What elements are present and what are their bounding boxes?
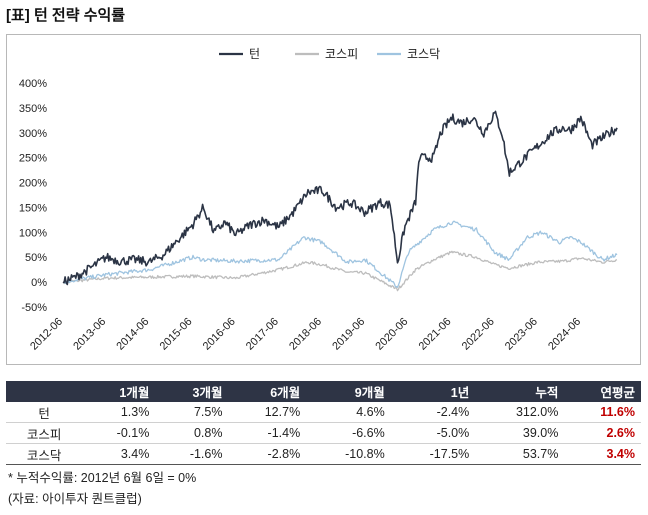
table-cell-annual: 2.6% — [564, 422, 641, 444]
table-row: 코스피 -0.1% 0.8% -1.4% -6.6% -5.0% 39.0% 2… — [6, 422, 641, 444]
x-tick-label: 2012-06 — [28, 316, 65, 353]
row-label: 코스피 — [6, 422, 83, 444]
table-cell: 12.7% — [228, 402, 307, 423]
legend-label: 턴 — [249, 47, 260, 61]
header-cell: 1년 — [390, 381, 476, 402]
table-cell: -1.6% — [155, 443, 229, 465]
table-header-row: 1개월 3개월 6개월 9개월 1년 누적 연평균 — [6, 381, 641, 402]
table-cell: 312.0% — [475, 402, 565, 423]
table-cell: -5.0% — [390, 422, 476, 444]
table-cell: 53.7% — [475, 443, 565, 465]
header-cell: 9개월 — [306, 381, 391, 402]
table-cell-annual: 11.6% — [564, 402, 641, 423]
row-label: 코스닥 — [6, 443, 83, 465]
x-tick-label: 2023-06 — [503, 316, 540, 353]
y-tick-label: 400% — [19, 78, 47, 90]
table-cell: -10.8% — [306, 443, 391, 465]
table-cell-annual: 3.4% — [564, 443, 641, 465]
header-cell: 연평균 — [564, 381, 641, 402]
series-line — [62, 110, 618, 286]
y-tick-label: 200% — [19, 178, 47, 190]
source-note: (자료: 아이투자 퀀트클럽) — [8, 492, 142, 506]
table-cell: -0.1% — [82, 422, 156, 444]
row-label: 턴 — [6, 402, 83, 423]
chart-area: 400% 350% 300% 250% 200% 150% 100% 50% 0% -50% 201… — [6, 34, 641, 365]
header-cell: 6개월 — [228, 381, 307, 402]
table-cell: 3.4% — [82, 443, 156, 465]
footnote: * 누적수익률: 2012년 6월 6일 = 0% — [8, 471, 197, 485]
line-chart: 400% 350% 300% 250% 200% 150% 100% 50% 0% -50% 201… — [19, 47, 618, 353]
y-tick-label: 100% — [19, 227, 47, 239]
y-tick-label: 350% — [19, 103, 47, 115]
x-tick-label: 2017-06 — [244, 316, 281, 353]
x-tick-label: 2014-06 — [114, 316, 151, 353]
performance-table: 1개월 3개월 6개월 9개월 1년 누적 연평균 턴 1.3% 7.5% 12… — [6, 381, 641, 465]
x-tick-label: 2024-06 — [546, 316, 583, 353]
table-cell: 39.0% — [475, 422, 565, 444]
chart-title: [표] 턴 전략 수익률 — [6, 7, 126, 24]
x-tick-label: 2015-06 — [158, 316, 195, 353]
x-tick-label: 2019-06 — [330, 316, 367, 353]
x-tick-label: 2020-06 — [373, 316, 410, 353]
header-cell: 누적 — [475, 381, 565, 402]
y-tick-label: 250% — [19, 153, 47, 165]
header-cell: 1개월 — [82, 381, 156, 402]
x-tick-label: 2021-06 — [417, 316, 454, 353]
y-tick-label: -50% — [21, 302, 47, 314]
table-cell: -2.8% — [228, 443, 307, 465]
legend-label: 코스피 — [325, 47, 358, 61]
header-cell: 3개월 — [155, 381, 229, 402]
y-tick-label: 300% — [19, 128, 47, 140]
table-row: 코스닥 3.4% -1.6% -2.8% -10.8% -17.5% 53.7%… — [6, 443, 641, 465]
table-cell: 7.5% — [155, 402, 229, 423]
table-cell: -1.4% — [228, 422, 307, 444]
series-line — [62, 220, 618, 288]
table-cell: -2.4% — [390, 402, 476, 423]
y-tick-label: 150% — [19, 202, 47, 214]
x-tick-label: 2022-06 — [460, 316, 497, 353]
x-tick-label: 2013-06 — [71, 316, 108, 353]
header-cell — [6, 381, 83, 402]
series-line — [62, 250, 618, 292]
table-row: 턴 1.3% 7.5% 12.7% 4.6% -2.4% 312.0% 11.6… — [6, 402, 641, 423]
x-tick-label: 2016-06 — [201, 316, 238, 353]
table-cell: -6.6% — [306, 422, 391, 444]
y-tick-label: 50% — [25, 252, 47, 264]
table-cell: 1.3% — [82, 402, 156, 423]
y-tick-label: 0% — [31, 277, 47, 289]
legend-label: 코스닥 — [407, 47, 440, 61]
table-cell: -17.5% — [390, 443, 476, 465]
table-cell: 4.6% — [306, 402, 391, 423]
table-cell: 0.8% — [155, 422, 229, 444]
x-tick-label: 2018-06 — [287, 316, 324, 353]
